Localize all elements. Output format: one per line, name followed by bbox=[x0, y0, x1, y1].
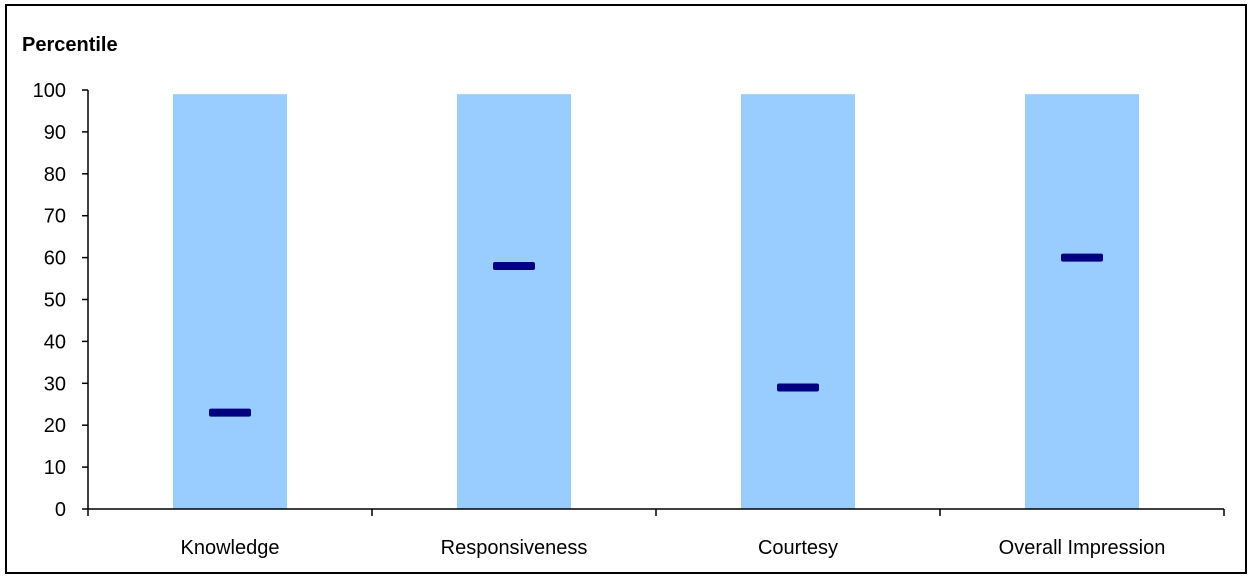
y-tick-label-10: 100 bbox=[33, 80, 66, 102]
y-tick-label-7: 70 bbox=[44, 206, 66, 228]
y-tick-label-5: 50 bbox=[44, 290, 66, 312]
x-tick-labels: Knowledge Responsiveness Courtesy Overall I… bbox=[181, 537, 1166, 559]
bar-2 bbox=[741, 94, 855, 509]
marker-1 bbox=[493, 261, 535, 270]
y-tick-label-0: 0 bbox=[55, 499, 66, 521]
y-tick-label-8: 80 bbox=[44, 164, 66, 186]
y-tick-label-3: 30 bbox=[44, 373, 66, 395]
y-tick-labels: 0 10 20 30 40 50 60 70 80 90 100 bbox=[33, 80, 66, 521]
bars-layer bbox=[173, 94, 1139, 509]
marker-3 bbox=[1061, 253, 1103, 262]
x-tick-label-2: Courtesy bbox=[758, 537, 838, 559]
markers-layer bbox=[209, 253, 1103, 417]
axes-layer bbox=[82, 89, 1225, 516]
marker-2 bbox=[777, 383, 819, 392]
y-tick-label-4: 40 bbox=[44, 331, 66, 353]
bar-1 bbox=[457, 94, 571, 509]
y-tick-label-9: 90 bbox=[44, 122, 66, 144]
x-tick-label-0: Knowledge bbox=[181, 537, 280, 559]
bar-3 bbox=[1025, 94, 1139, 509]
x-tick-label-3: Overall Impression bbox=[999, 537, 1166, 559]
y-tick-label-2: 20 bbox=[44, 415, 66, 437]
y-axis-title: Percentile bbox=[22, 34, 118, 56]
bar-0 bbox=[173, 94, 287, 509]
marker-0 bbox=[209, 408, 251, 417]
x-tick-label-1: Responsiveness bbox=[441, 537, 588, 559]
y-tick-label-1: 10 bbox=[44, 457, 66, 479]
y-tick-label-6: 60 bbox=[44, 248, 66, 270]
